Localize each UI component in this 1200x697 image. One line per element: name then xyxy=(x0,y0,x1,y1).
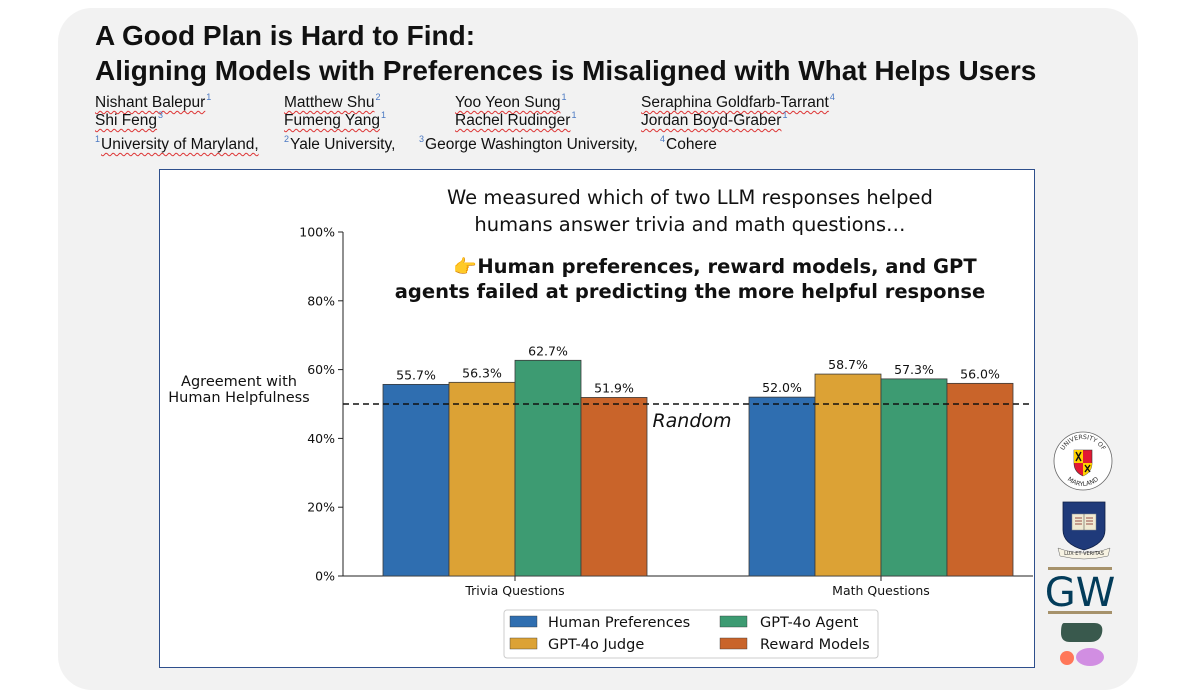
author-1: Nishant Balepur1 xyxy=(95,92,212,112)
legend: Human Preferences GPT-4o Judge GPT-4o Ag… xyxy=(503,609,879,659)
legend-swatch-human-preferences xyxy=(509,615,538,628)
umd-seal-icon: UNIVERSITY OF MARYLAND xyxy=(1052,430,1114,497)
y-axis-label-line-2: Human Helpfulness xyxy=(168,390,310,406)
legend-swatch-gpt4o-agent xyxy=(719,615,748,628)
y-tick-label: 20% xyxy=(307,500,335,515)
affiliation-3: 3George Washington University, xyxy=(419,134,638,154)
y-tick-label: 100% xyxy=(299,225,335,240)
y-axis-label-line-1: Agreement with xyxy=(181,374,297,390)
bar xyxy=(382,383,450,577)
bar-chart: 0% 20% 40% 60% 80% 100% Trivia Questions 55.7%… xyxy=(168,186,1033,659)
paper-title-line-1: A Good Plan is Hard to Find: xyxy=(95,20,476,51)
highlight-line-2: agents failed at predicting the more hel… xyxy=(395,280,986,303)
bar-value-label: 52.0% xyxy=(762,380,802,395)
svg-text:GW: GW xyxy=(1046,570,1114,616)
legend-label-gpt4o-agent: GPT-4o Agent xyxy=(760,615,859,631)
bar-value-label: 58.7% xyxy=(828,357,868,372)
annotation-line-1: We measured which of two LLM responses h… xyxy=(447,186,933,209)
author-7: Rachel Rudinger1 xyxy=(455,110,577,130)
bar xyxy=(748,396,816,577)
legend-swatch-gpt4o-judge xyxy=(509,637,538,650)
legend-label-reward-models: Reward Models xyxy=(760,637,870,653)
yale-shield-icon: LUX ET VERITAS xyxy=(1055,500,1113,565)
bar-value-label: 51.9% xyxy=(594,380,634,395)
bar xyxy=(580,397,648,577)
paper-title-line-2: Aligning Models with Preferences is Misa… xyxy=(95,55,1037,86)
bar-value-label: 56.3% xyxy=(462,365,502,380)
legend-label-gpt4o-judge: GPT-4o Judge xyxy=(548,637,644,653)
bar xyxy=(814,373,882,577)
bar-value-label: 62.7% xyxy=(528,343,568,358)
bar-value-label: 56.0% xyxy=(960,366,1000,381)
bar xyxy=(880,378,948,577)
legend-label-human-preferences: Human Preferences xyxy=(548,615,690,631)
author-5: Shi Feng3 xyxy=(95,110,164,130)
x-tick-label: Math Questions xyxy=(832,583,930,598)
author-8: Jordan Boyd-Graber1 xyxy=(641,110,788,130)
annotation-line-2: humans answer trivia and math questions… xyxy=(474,213,905,236)
cohere-logo-icon xyxy=(1056,620,1108,675)
affiliation-4: 4Cohere xyxy=(660,134,717,154)
y-tick-label: 0% xyxy=(315,569,335,584)
x-tick-label: Trivia Questions xyxy=(464,583,564,598)
legend-box xyxy=(503,609,879,659)
y-tick-label: 60% xyxy=(307,362,335,377)
y-tick-label: 80% xyxy=(307,293,335,308)
figure-frame: 0% 20% 40% 60% 80% 100% Trivia Questions 55.7%… xyxy=(159,169,1035,668)
highlight-line-1: Human preferences, reward models, and GP… xyxy=(477,255,977,278)
bar xyxy=(946,382,1014,577)
author-2: Matthew Shu2 xyxy=(284,92,381,112)
author-3: Yoo Yeon Sung1 xyxy=(455,92,567,112)
bar-value-label: 55.7% xyxy=(396,367,436,382)
author-6: Fumeng Yang1 xyxy=(284,110,386,130)
gw-logo-icon: GW xyxy=(1045,566,1115,621)
bar xyxy=(514,359,582,577)
pointing-hand-icon: 👉 xyxy=(453,256,477,278)
affiliation-2: 2Yale University, xyxy=(284,134,396,154)
affiliation-1: 1University of Maryland, xyxy=(95,134,259,154)
bar-value-label: 57.3% xyxy=(894,362,934,377)
legend-swatch-reward-models xyxy=(719,637,748,650)
random-line-label: Random xyxy=(652,410,731,432)
svg-text:LUX ET VERITAS: LUX ET VERITAS xyxy=(1064,551,1104,557)
bar xyxy=(448,381,516,577)
author-4: Seraphina Goldfarb-Tarrant4 xyxy=(641,92,835,112)
y-tick-label: 40% xyxy=(307,431,335,446)
